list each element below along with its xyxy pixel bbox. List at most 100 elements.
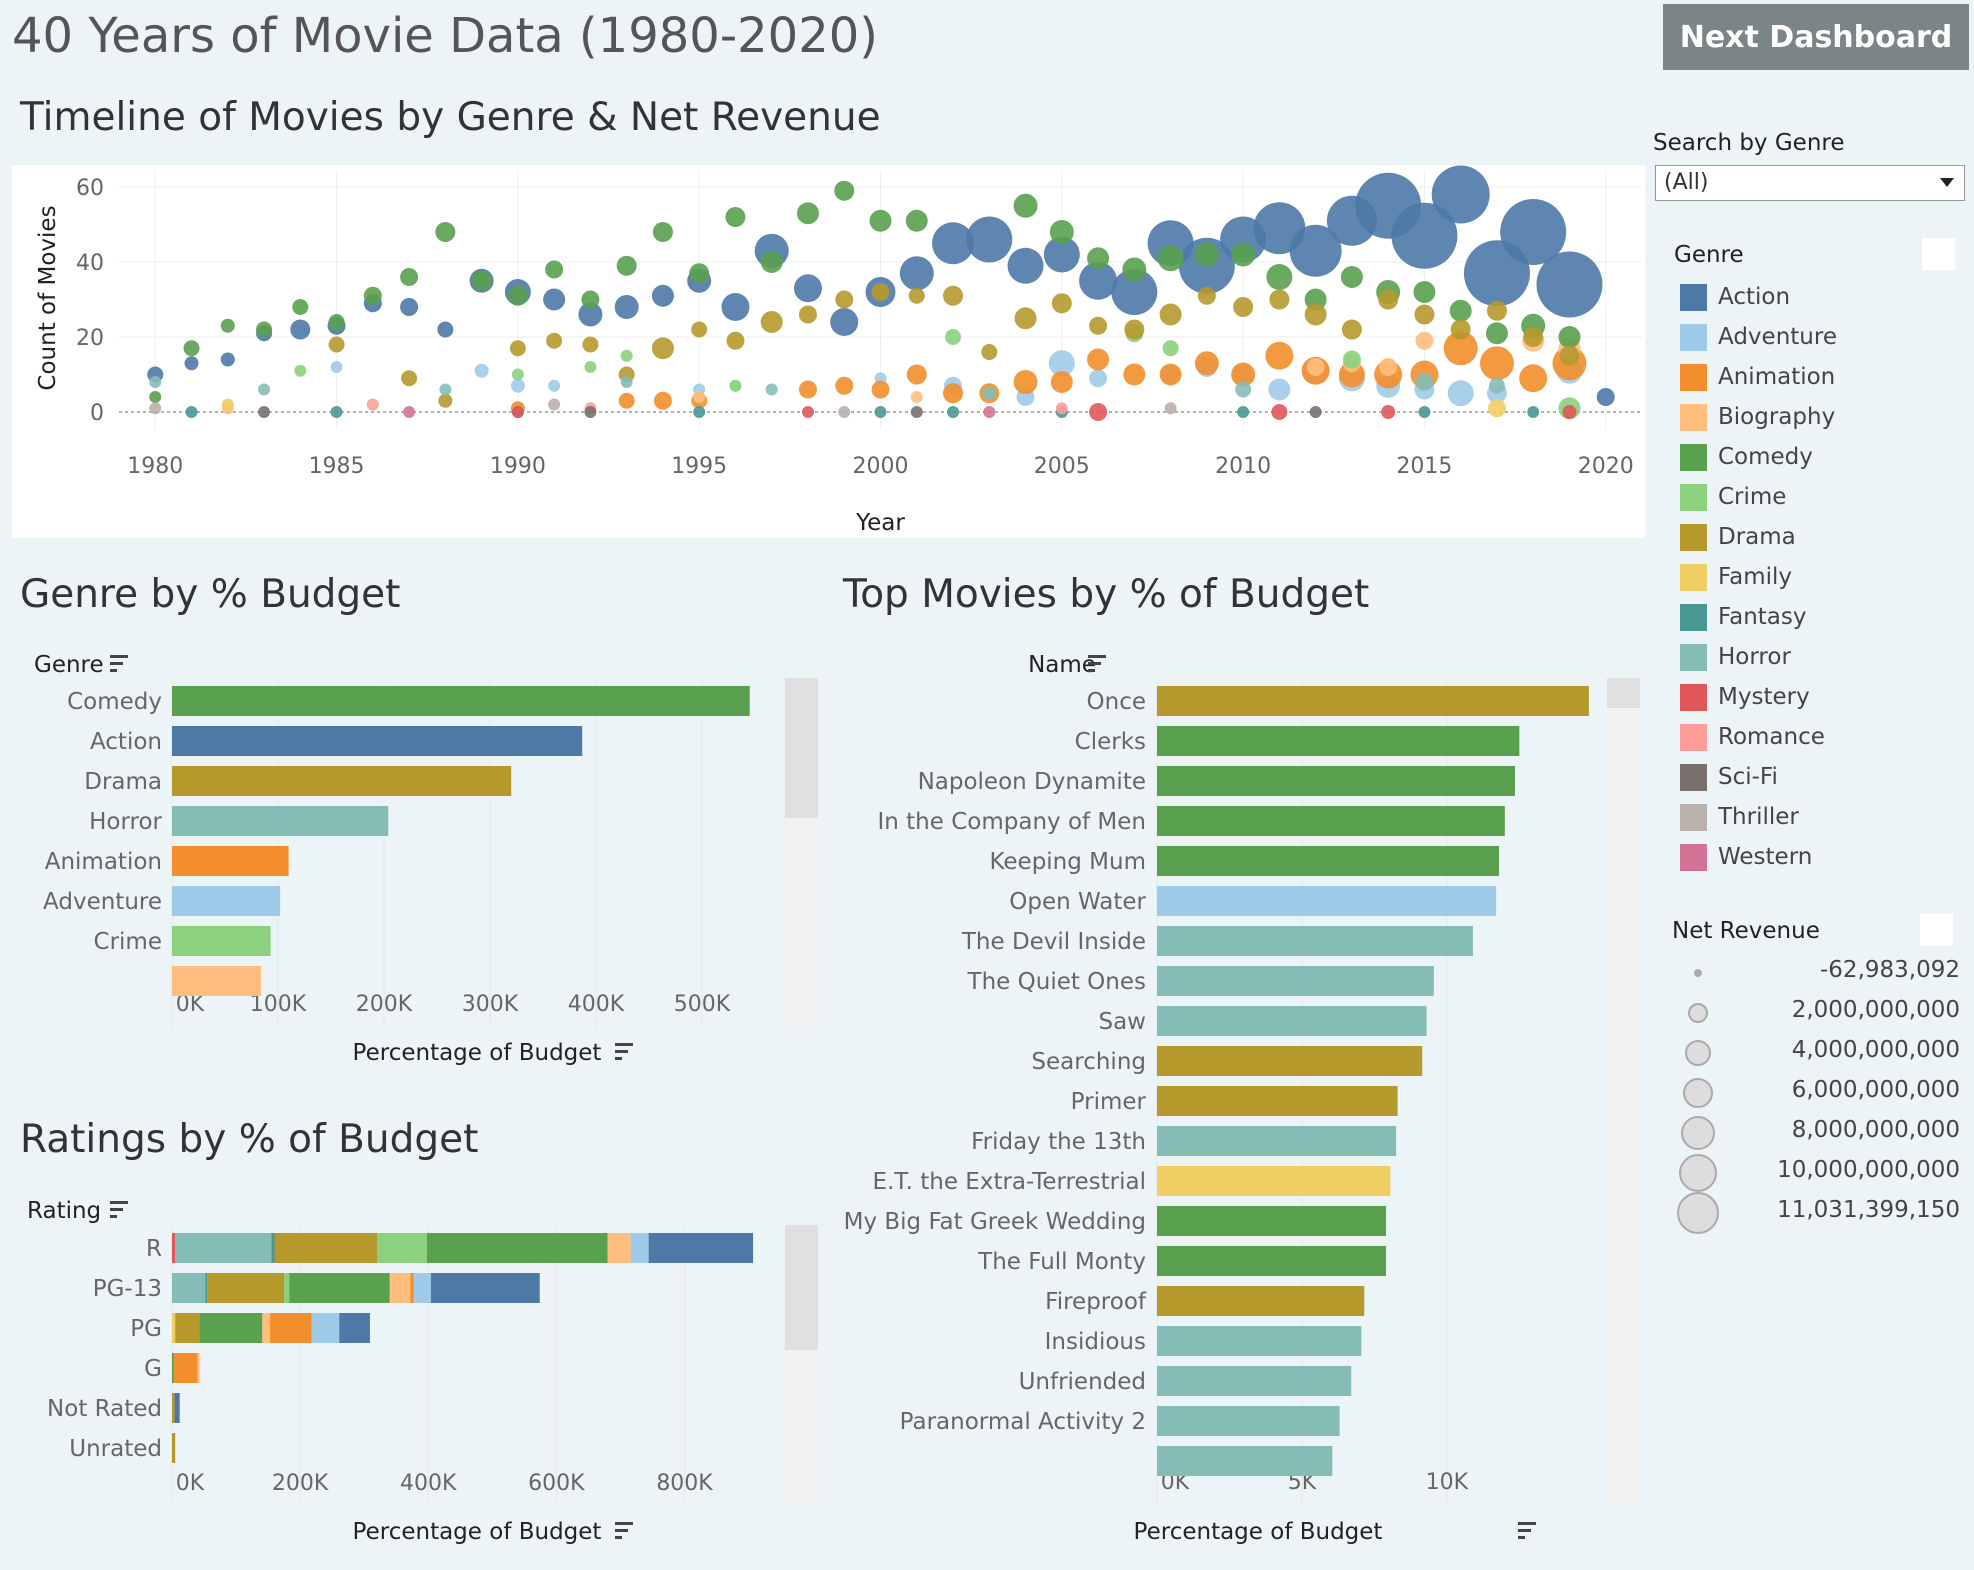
scrollbar-thumb[interactable] [1607,678,1640,708]
scatter-point-action[interactable] [1043,236,1080,273]
scatter-point-drama[interactable] [438,393,453,408]
scatter-point-drama[interactable] [1304,303,1327,326]
scatter-point-action[interactable] [966,216,1013,263]
scatter-point-action[interactable] [1536,251,1603,318]
scatter-point-animation[interactable] [1194,351,1219,376]
scatter-point-comedy[interactable] [183,340,200,357]
scatter-point-adventure[interactable] [1268,378,1291,401]
scatter-point-comedy[interactable] [1485,322,1508,345]
scatter-point-mystery[interactable] [1381,405,1396,419]
scatter-point-fantasy[interactable] [1418,406,1431,418]
scatter-point-comedy[interactable] [471,270,492,291]
scatter-point-drama[interactable] [1051,293,1072,314]
scatter-point-comedy[interactable] [256,321,273,338]
legend-item-sci-fi[interactable]: Sci-Fi [1680,762,1778,792]
scatter-point-crime[interactable] [1162,340,1179,357]
scatter-point-comedy[interactable] [725,207,746,227]
scatter-point-comedy[interactable] [545,260,564,279]
scatter-point-western[interactable] [983,406,996,418]
scatter-point-comedy[interactable] [1340,266,1363,288]
bar-segment-horror[interactable] [172,1273,206,1303]
scatter-point-action[interactable] [614,295,639,319]
bar[interactable] [1157,1006,1427,1036]
scatter-point-animation[interactable] [1013,370,1038,394]
legend-item-animation[interactable]: Animation [1680,362,1835,392]
scatter-point-horror[interactable] [982,386,997,401]
scatter-point-comedy[interactable] [796,202,819,225]
legend-item-western[interactable]: Western [1680,842,1812,872]
bar[interactable] [1157,1086,1398,1116]
legend-item-drama[interactable]: Drama [1680,522,1796,552]
scatter-point-crime[interactable] [584,361,597,373]
bar-segment-adventure[interactable] [630,1233,649,1263]
bar-segment-crime[interactable] [284,1273,290,1303]
bar-segment-comedy[interactable] [199,1313,263,1343]
scatter-point-comedy[interactable] [1266,264,1293,290]
legend-item-romance[interactable]: Romance [1680,722,1825,752]
genre-filter-dropdown[interactable]: (All) [1655,165,1965,201]
scatter-point-drama[interactable] [1486,300,1507,321]
scatter-point-animation[interactable] [943,383,964,404]
scatter-point-comedy[interactable] [292,299,309,315]
scatter-point-biography[interactable] [693,391,706,403]
scatter-point-comedy[interactable] [689,263,710,284]
bar[interactable] [1157,766,1515,796]
bar[interactable] [1157,1446,1333,1476]
scatter-point-drama[interactable] [1269,289,1290,310]
scrollbar-thumb[interactable] [785,678,818,818]
scatter-point-drama[interactable] [1341,319,1362,340]
genre-legend-menu-icon[interactable] [1922,238,1955,270]
scatter-point-action[interactable] [721,293,750,321]
scatter-point-action[interactable] [1007,247,1044,284]
bar-segment-action[interactable] [430,1273,540,1303]
bar[interactable] [1157,806,1505,836]
scatter-point-comedy[interactable] [1157,245,1184,272]
scatter-point-animation[interactable] [1050,371,1073,393]
rating-budget-chart[interactable]: Rating 0K 200K 400K 600K 800K Percentage of Bu… [0,1180,830,1570]
legend-item-crime[interactable]: Crime [1680,482,1786,512]
scatter-point-animation[interactable] [1479,346,1514,381]
scatter-point-comedy[interactable] [616,255,637,276]
scatter-point-fantasy[interactable] [693,406,706,418]
bar[interactable] [1157,886,1497,916]
scatter-point-animation[interactable] [1159,363,1182,386]
bar-segment-animation[interactable] [173,1353,198,1383]
scatter-point-animation[interactable] [871,380,890,399]
scatter-point-adventure[interactable] [1089,369,1108,388]
bar-segment-drama[interactable] [172,1393,175,1423]
scatter-point-action[interactable] [1111,269,1158,315]
scatter-point-drama[interactable] [760,311,783,333]
bar-segment-fantasy[interactable] [205,1273,208,1303]
scatter-point-animation[interactable] [1443,331,1478,366]
bar[interactable] [172,806,389,836]
bar[interactable] [1157,686,1589,716]
scatter-point-action[interactable] [793,274,822,303]
scatter-point-action[interactable] [651,284,674,307]
bar-segment-biography[interactable] [197,1353,200,1383]
bar-segment-drama[interactable] [172,1433,176,1463]
bar-segment-animation[interactable] [270,1313,312,1343]
scatter-point-fantasy[interactable] [1527,406,1540,418]
scatter-point-biography[interactable] [1415,331,1434,350]
scatter-point-drama[interactable] [1159,303,1182,326]
scatter-point-sci-fi[interactable] [910,406,923,418]
scatter-point-adventure[interactable] [330,361,343,373]
scatter-point-crime[interactable] [294,364,307,377]
bar-segment-biography[interactable] [607,1233,631,1263]
bar[interactable] [1157,1166,1391,1196]
sort-icon[interactable] [615,1043,633,1060]
bar[interactable] [1157,1206,1386,1236]
bar[interactable] [172,846,289,876]
scatter-point-drama[interactable] [546,332,563,349]
scatter-point-drama[interactable] [1089,316,1108,335]
scatter-point-drama[interactable] [401,370,418,387]
scatter-point-comedy[interactable] [363,286,382,305]
scatter-point-comedy[interactable] [834,180,855,201]
bar-segment-drama[interactable] [207,1273,285,1303]
scatter-point-comedy[interactable] [869,209,892,232]
genre-budget-chart[interactable]: Genre 0K 100K 200K 300K 400K 500K Percentage of… [0,630,830,1090]
scatter-point-comedy[interactable] [1049,220,1074,244]
bar[interactable] [1157,1366,1352,1396]
scatter-point-drama[interactable] [1450,319,1471,340]
